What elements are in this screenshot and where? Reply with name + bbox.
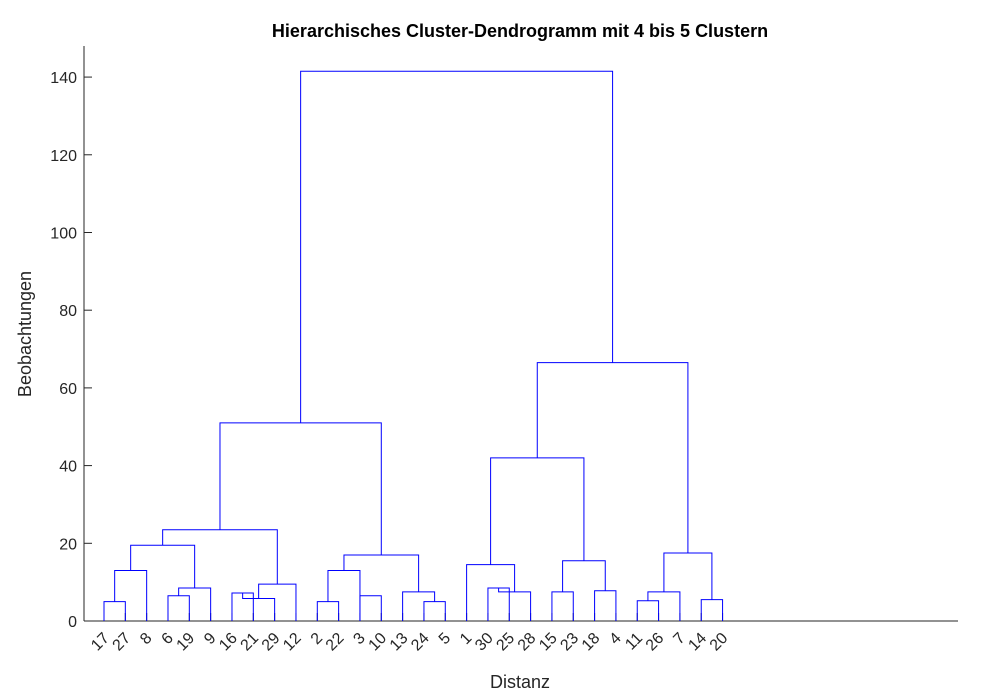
dendrogram-link xyxy=(423,601,446,621)
dendrogram-link xyxy=(487,587,510,621)
leaf-label: 18 xyxy=(579,630,604,655)
dendrogram-link xyxy=(647,591,681,621)
dendrogram-link xyxy=(594,590,617,621)
y-tick-label: 0 xyxy=(68,614,77,631)
dendrogram-link xyxy=(343,554,420,592)
dendrogram-link xyxy=(359,595,382,621)
leaf-label: 6 xyxy=(158,630,176,648)
leaf-label: 2 xyxy=(308,630,326,648)
dendrogram-link xyxy=(636,600,660,621)
dendrogram-link xyxy=(231,592,254,621)
y-tick-label: 140 xyxy=(50,70,77,87)
y-tick-label: 100 xyxy=(50,225,77,242)
x-axis-label: Distanz xyxy=(490,672,550,692)
dendrogram-link xyxy=(490,457,585,565)
y-axis-label: Beobachtungen xyxy=(15,271,35,397)
dendrogram-link xyxy=(551,591,574,621)
dendrogram-link xyxy=(498,587,532,621)
dendrogram-link xyxy=(103,601,126,621)
dendrogram-link xyxy=(700,599,724,621)
leaf-label: 4 xyxy=(606,630,624,648)
leaf-label: 7 xyxy=(670,630,688,648)
leaf-label: 12 xyxy=(280,630,305,655)
dendrogram-link xyxy=(536,362,689,554)
dendrogram-link xyxy=(402,591,436,621)
y-tick-label: 120 xyxy=(50,148,77,165)
dendrogram-link xyxy=(466,564,516,621)
dendrogram-link xyxy=(327,569,361,621)
leaf-label: 20 xyxy=(707,630,732,655)
leaf-label: 19 xyxy=(174,630,199,655)
y-tick-label: 80 xyxy=(59,303,77,320)
dendrogram-link xyxy=(219,422,382,555)
y-tick-label: 40 xyxy=(59,459,77,476)
leaf-label: 9 xyxy=(201,630,219,648)
y-tick-label: 20 xyxy=(59,536,77,553)
leaf-label: 24 xyxy=(408,630,433,655)
dendrogram-link xyxy=(316,601,340,621)
leaf-label: 22 xyxy=(323,630,348,655)
leaf-label: 26 xyxy=(643,630,668,655)
leaf-label: 8 xyxy=(137,630,155,648)
chart-title: Hierarchisches Cluster-Dendrogramm mit 4… xyxy=(272,21,768,41)
y-tick-label: 60 xyxy=(59,381,77,398)
dendrogram-link xyxy=(258,583,297,621)
dendrogram-link xyxy=(130,544,196,588)
dendrogram-link xyxy=(162,529,278,585)
dendrogram-link xyxy=(167,595,190,621)
leaf-label: 27 xyxy=(110,630,135,655)
dendrogram-link xyxy=(300,70,614,423)
dendrogram-link xyxy=(562,560,606,592)
leaf-label: 3 xyxy=(350,630,368,648)
leaf-label: 5 xyxy=(436,630,454,648)
leaf-label: 1 xyxy=(457,630,475,648)
dendrogram-link xyxy=(114,569,148,621)
dendrogram-link xyxy=(178,587,212,621)
dendrogram-link xyxy=(663,552,713,600)
